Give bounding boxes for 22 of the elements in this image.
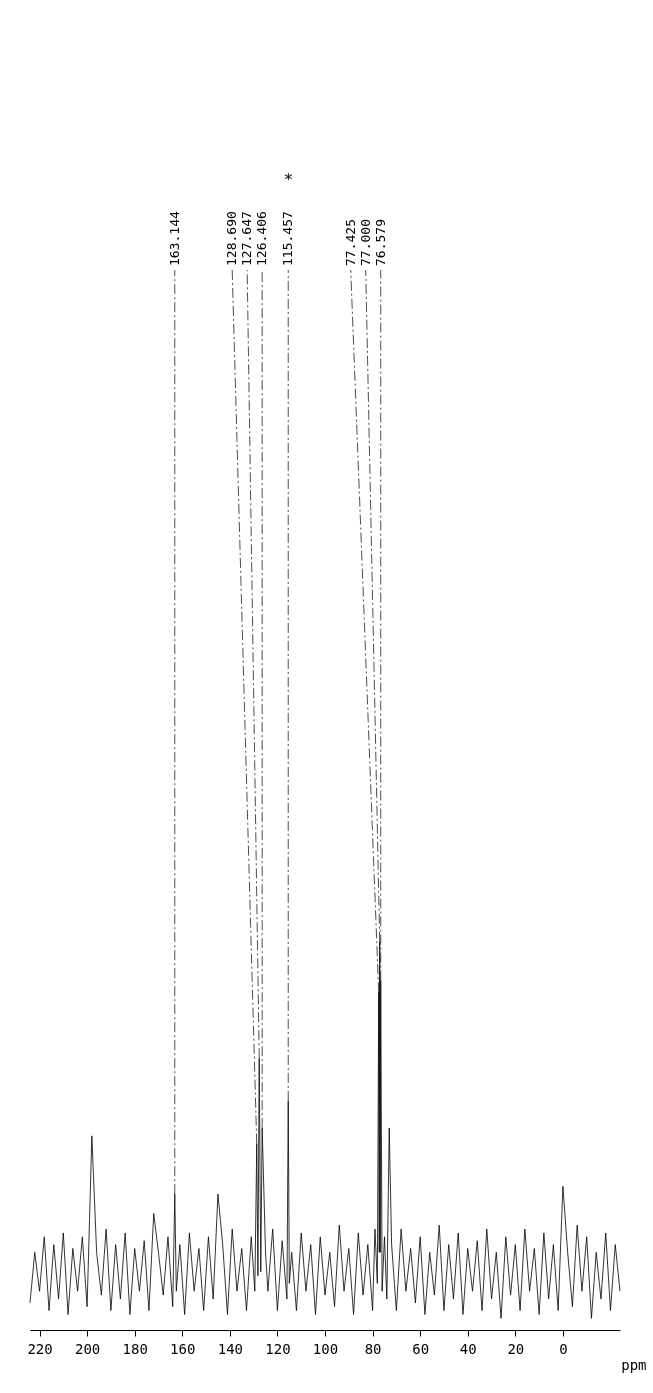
x-tick-label: 220	[27, 1340, 53, 1357]
x-tick-label: 120	[265, 1340, 291, 1357]
annotation: 76.579	[372, 219, 388, 266]
x-tick-label: 100	[312, 1340, 339, 1357]
annotation: 163.144	[166, 211, 182, 266]
x-tick-label: 140	[217, 1340, 243, 1357]
annotation: 128.690	[224, 211, 240, 266]
x-tick-label: 40	[459, 1340, 477, 1357]
x-tick-label: 200	[74, 1340, 101, 1357]
x-tick-label: 180	[122, 1340, 148, 1357]
x-tick-label: 0	[559, 1340, 568, 1357]
annotation: 115.457	[280, 211, 296, 266]
x-tick-label: 60	[412, 1340, 430, 1357]
x-tick-label: 80	[364, 1340, 382, 1357]
text: *	[283, 170, 294, 189]
x-tick-label: 160	[170, 1340, 196, 1357]
annotation: 77.425	[342, 219, 358, 266]
x-axis-title: ppm	[621, 1356, 647, 1373]
annotation: 126.406	[254, 211, 270, 266]
annotation: 77.000	[357, 219, 373, 266]
annotation: 127.647	[239, 211, 255, 266]
x-tick-label: 20	[507, 1340, 525, 1357]
